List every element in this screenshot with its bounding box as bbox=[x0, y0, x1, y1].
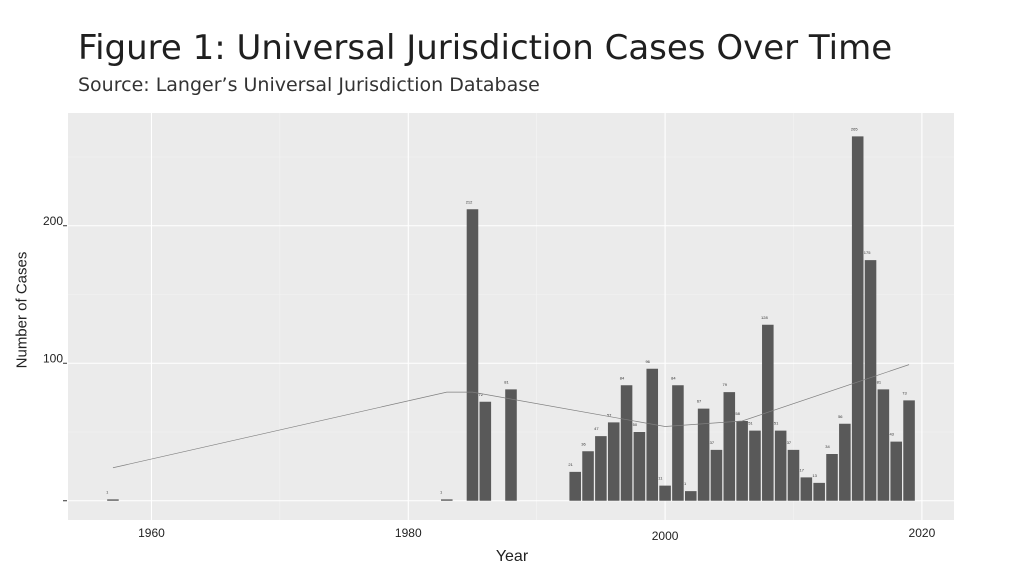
y-axis-label: Number of Cases bbox=[13, 251, 31, 369]
y-tick-label: 200 bbox=[43, 214, 63, 228]
bar bbox=[620, 385, 633, 501]
data-label: 1 bbox=[440, 489, 443, 494]
data-label: 13 bbox=[812, 473, 817, 478]
trend-line bbox=[112, 364, 910, 469]
data-label: 43 bbox=[889, 432, 894, 437]
data-label: 96 bbox=[645, 359, 650, 364]
bar bbox=[672, 385, 684, 501]
data-label: 265 bbox=[851, 126, 858, 131]
bar bbox=[787, 449, 800, 501]
data-label: 1 bbox=[106, 489, 109, 494]
bar bbox=[633, 432, 646, 501]
bar bbox=[505, 389, 517, 501]
data-label: 56 bbox=[838, 414, 843, 419]
bar bbox=[736, 421, 748, 501]
x-tick-label: 1980 bbox=[395, 526, 422, 540]
bar bbox=[903, 400, 915, 501]
bar bbox=[864, 260, 877, 501]
bar bbox=[697, 408, 710, 501]
data-label: 37 bbox=[787, 440, 792, 445]
data-label: 51 bbox=[774, 421, 779, 426]
bar bbox=[479, 401, 492, 501]
x-tick-label: 1960 bbox=[138, 526, 165, 540]
bar bbox=[774, 430, 787, 501]
bar bbox=[723, 392, 736, 501]
chart-subtitle: Source: Langer’s Universal Jurisdiction … bbox=[78, 74, 540, 96]
bar bbox=[877, 389, 890, 501]
bar bbox=[107, 499, 119, 501]
data-label: 79 bbox=[723, 382, 728, 387]
data-label: 84 bbox=[620, 375, 625, 380]
bar bbox=[582, 451, 594, 501]
data-label: 1 bbox=[684, 481, 687, 486]
data-label: 175 bbox=[864, 250, 871, 255]
data-label: 81 bbox=[877, 379, 882, 384]
data-label: 34 bbox=[825, 444, 830, 449]
bar bbox=[441, 499, 453, 501]
data-label: 81 bbox=[504, 379, 509, 384]
bar bbox=[800, 477, 813, 501]
data-label: 37 bbox=[710, 440, 715, 445]
bar bbox=[813, 482, 825, 501]
x-axis-label: Year bbox=[495, 548, 529, 565]
bar bbox=[607, 422, 620, 501]
bar bbox=[466, 209, 479, 501]
data-label: 128 bbox=[761, 315, 768, 320]
bar bbox=[646, 368, 659, 501]
bar bbox=[569, 471, 581, 501]
bar bbox=[659, 485, 671, 501]
data-label: 72 bbox=[479, 392, 484, 397]
bar bbox=[749, 430, 761, 501]
bar bbox=[595, 436, 607, 501]
data-label: 47 bbox=[594, 426, 599, 431]
data-label: 73 bbox=[902, 390, 907, 395]
data-label: 212 bbox=[466, 199, 473, 204]
bar bbox=[826, 454, 838, 501]
x-tick-label: 2020 bbox=[909, 526, 936, 540]
bar bbox=[839, 423, 851, 501]
data-label: 51 bbox=[748, 421, 753, 426]
bar bbox=[890, 441, 902, 501]
data-label: 84 bbox=[671, 375, 676, 380]
bar bbox=[762, 324, 774, 501]
x-tick-label: 2000 bbox=[652, 529, 679, 543]
data-label: 57 bbox=[607, 412, 612, 417]
bar bbox=[710, 449, 723, 501]
data-label: 36 bbox=[581, 441, 586, 446]
data-label: 21 bbox=[568, 462, 573, 467]
data-label: 67 bbox=[697, 399, 702, 404]
data-label: 50 bbox=[633, 422, 638, 427]
data-label: 11 bbox=[658, 476, 663, 481]
chart-title: Figure 1: Universal Jurisdiction Cases O… bbox=[78, 28, 893, 68]
bar bbox=[684, 491, 697, 501]
data-label: 17 bbox=[800, 467, 805, 472]
data-label: 58 bbox=[735, 411, 740, 416]
y-tick-label: 100 bbox=[43, 351, 63, 365]
bar bbox=[851, 136, 864, 501]
